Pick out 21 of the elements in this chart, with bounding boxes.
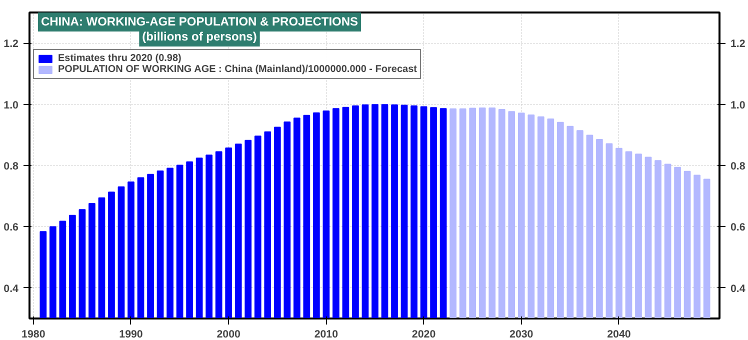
y-tick-label: 1.0 — [4, 99, 19, 112]
y-tick-label: 1.2 — [4, 38, 19, 50]
chart-title: CHINA: WORKING-AGE POPULATION & PROJECTIONS — [40, 14, 358, 28]
x-tick-label: 2040 — [607, 328, 631, 340]
y2-tick-label: 0.6 — [730, 222, 746, 234]
x-tick-label: 2000 — [216, 328, 241, 340]
y2-tick-label: 1.2 — [730, 38, 746, 50]
y2-tick-label: 1.0 — [730, 99, 746, 112]
legend-label: POPULATION OF WORKING AGE : China (Mainland)/1000000.000 - Forecast — [58, 64, 417, 75]
x-tick-label: 1990 — [119, 328, 143, 340]
y-tick-label: 0.4 — [4, 282, 19, 295]
text: (billions of persons) — [142, 30, 257, 44]
x-tick-label: 2020 — [412, 328, 436, 340]
y-tick-label: 0.6 — [4, 222, 19, 234]
x-tick-label: 2010 — [314, 328, 338, 340]
legend-label: Estimates thru 2020 (0.98) — [58, 53, 182, 64]
x-tick-label: 2030 — [510, 328, 534, 340]
x-tick-label: 1980 — [22, 328, 46, 340]
y2-tick-label: 0.8 — [730, 160, 746, 172]
y2-tick-label: 0.4 — [730, 282, 746, 295]
y-tick-label: 0.8 — [4, 160, 19, 172]
